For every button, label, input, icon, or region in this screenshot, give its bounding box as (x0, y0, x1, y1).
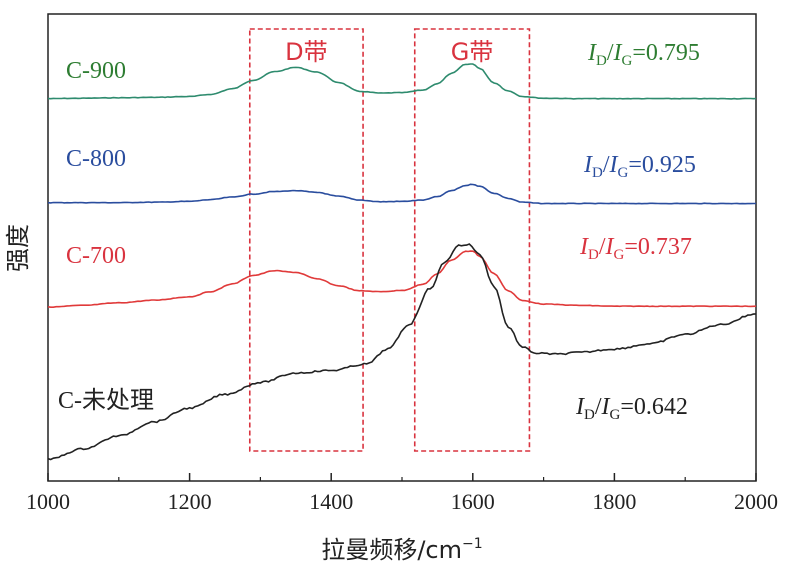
series-name-label: C-800 (66, 146, 126, 172)
x-axis-title: 拉曼频移/cm−1 (321, 536, 482, 564)
band-box (248, 28, 364, 452)
series-name-label: C-900 (66, 58, 126, 84)
ratio-label: ID/IG=0.737 (579, 234, 692, 263)
x-tick-label: 2000 (734, 489, 778, 514)
series-lines (47, 63, 757, 461)
x-tick-label: 1000 (26, 489, 70, 514)
series-line (47, 243, 757, 461)
x-tick-label: 1600 (451, 489, 495, 514)
ratio-label: ID/IG=0.642 (575, 394, 688, 423)
band-box (413, 28, 531, 452)
y-axis-title: 强度 (4, 224, 32, 272)
x-tick-label: 1800 (592, 489, 636, 514)
series-name-label: C-700 (66, 243, 126, 269)
series-labels: C-900 ID/IG=0.795 C-800 ID/IG=0.925 C-700 ID/… (58, 40, 700, 423)
x-tick-label: 1400 (309, 489, 353, 514)
band-label: G带 (451, 38, 494, 66)
series-line (47, 250, 757, 308)
series-line (47, 63, 757, 100)
series-name-label: C-未处理 (58, 387, 154, 414)
band-boxes: D带 G带 (248, 28, 531, 452)
ratio-label: ID/IG=0.795 (587, 40, 700, 69)
ratio-label: ID/IG=0.925 (583, 152, 696, 181)
x-tick-label: 1200 (168, 489, 212, 514)
series-line (47, 183, 756, 205)
x-ticks: 1000 1200 1400 1600 1800 2000 (26, 473, 778, 514)
band-label: D带 (285, 38, 327, 66)
